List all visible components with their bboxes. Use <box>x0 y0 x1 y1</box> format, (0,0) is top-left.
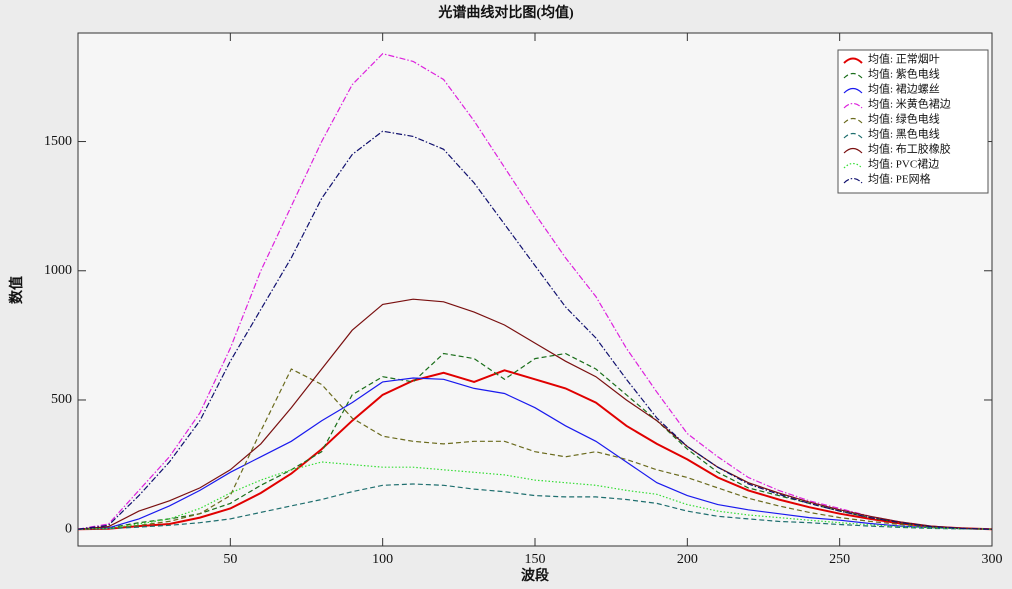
legend-label: 均值: 正常烟叶 <box>868 52 940 66</box>
x-tick-label: 250 <box>829 552 850 567</box>
x-tick-label: 150 <box>525 552 546 567</box>
series-line <box>77 461 993 530</box>
legend-label: 均值: 紫色电线 <box>868 67 940 81</box>
legend-label: 均值: 黑色电线 <box>868 127 940 141</box>
legend-swatch <box>843 147 863 154</box>
series-line <box>77 377 993 530</box>
x-tick-label: 50 <box>223 552 237 567</box>
y-tick-label: 500 <box>51 392 72 407</box>
legend-label: 均值: PVC裙边 <box>868 158 939 171</box>
x-tick-label: 300 <box>982 552 1003 567</box>
y-axis-label: 数值 <box>8 276 25 304</box>
y-tick-label: 1000 <box>44 263 72 278</box>
x-axis-label: 波段 <box>521 567 549 584</box>
legend-label: 均值: 布工胶橡胶 <box>868 142 951 156</box>
legend-swatch <box>843 57 863 64</box>
legend-swatch <box>843 162 863 169</box>
chart-title: 光谱曲线对比图(均值) <box>437 4 574 21</box>
legend-swatch <box>843 177 863 184</box>
series-line <box>77 483 993 530</box>
y-tick-label: 0 <box>65 521 72 536</box>
legend-swatch <box>843 117 863 124</box>
legend-label: 均值: 绿色电线 <box>868 112 940 126</box>
series-line <box>77 368 993 530</box>
y-tick-label: 1500 <box>44 134 72 149</box>
series-line <box>77 53 993 530</box>
series-line <box>77 298 993 530</box>
legend-swatch <box>843 72 863 79</box>
legend-label: 均值: 裙边螺丝 <box>868 83 940 96</box>
series-line <box>77 130 993 530</box>
legend-swatch <box>843 87 863 94</box>
legend-label: 均值: 米黄色裙边 <box>868 97 951 111</box>
legend-box <box>837 49 989 194</box>
x-tick-label: 100 <box>372 552 393 567</box>
legend-swatch <box>843 132 863 139</box>
x-tick-label: 200 <box>677 552 698 567</box>
legend-label: 均值: PE网格 <box>868 172 931 186</box>
legend-swatch <box>843 102 863 109</box>
series-line <box>77 369 993 531</box>
